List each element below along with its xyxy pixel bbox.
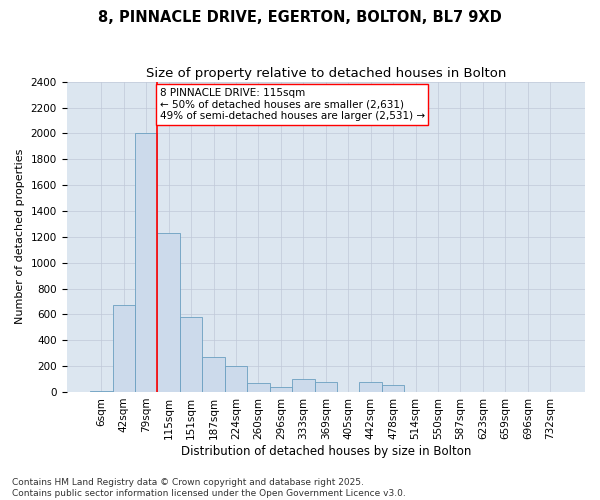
Bar	[382, 386, 404, 392]
Bar	[292, 379, 314, 392]
Bar	[157, 233, 180, 392]
Bar	[314, 382, 337, 392]
Title: Size of property relative to detached houses in Bolton: Size of property relative to detached ho…	[146, 68, 506, 80]
Bar	[113, 306, 135, 392]
Bar	[225, 366, 247, 392]
Text: Contains HM Land Registry data © Crown copyright and database right 2025.
Contai: Contains HM Land Registry data © Crown c…	[12, 478, 406, 498]
Bar	[135, 134, 157, 392]
Text: 8 PINNACLE DRIVE: 115sqm
← 50% of detached houses are smaller (2,631)
49% of sem: 8 PINNACLE DRIVE: 115sqm ← 50% of detach…	[160, 88, 425, 122]
Bar	[269, 388, 292, 392]
Y-axis label: Number of detached properties: Number of detached properties	[15, 149, 25, 324]
Bar	[247, 383, 269, 392]
Bar	[202, 357, 225, 392]
Bar	[90, 390, 113, 392]
Bar	[359, 382, 382, 392]
Bar	[180, 317, 202, 392]
Text: 8, PINNACLE DRIVE, EGERTON, BOLTON, BL7 9XD: 8, PINNACLE DRIVE, EGERTON, BOLTON, BL7 …	[98, 10, 502, 25]
X-axis label: Distribution of detached houses by size in Bolton: Distribution of detached houses by size …	[181, 444, 471, 458]
